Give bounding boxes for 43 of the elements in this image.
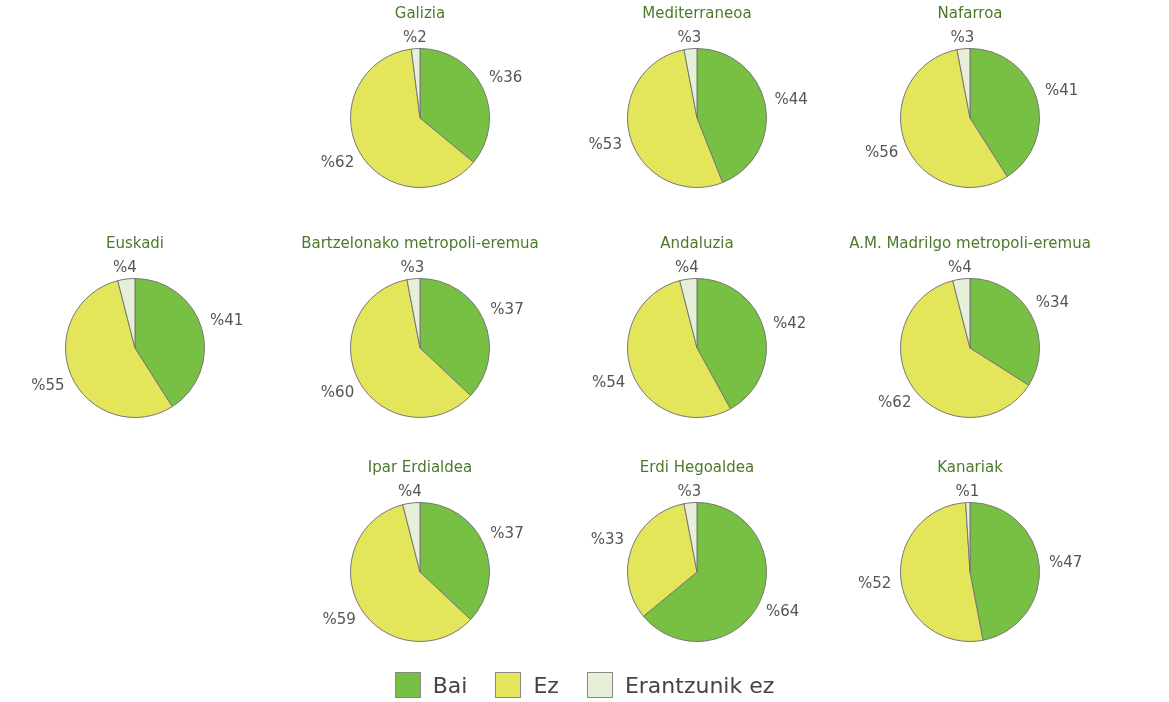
data-label: %3	[677, 27, 702, 46]
data-label: %41	[210, 311, 244, 330]
data-label: %3	[950, 27, 975, 46]
data-label: %33	[590, 529, 625, 548]
data-label: %4	[112, 257, 137, 276]
data-label: %60	[320, 383, 355, 402]
chart-title: A.M. Madrilgo metropoli-eremua	[848, 234, 1092, 254]
chart-title: Mediterraneoa	[641, 4, 753, 24]
chart-title: Andaluzia	[659, 234, 735, 254]
data-label: %42	[772, 314, 807, 333]
data-label: %2	[403, 27, 427, 46]
chart-title: Galizia	[393, 4, 447, 24]
data-label: %4	[674, 257, 699, 276]
data-label: %34	[1035, 292, 1070, 311]
data-label: %3	[400, 257, 425, 276]
data-label: %36	[488, 67, 523, 86]
chart-title: Ipar Erdialdea	[366, 458, 474, 478]
data-label: %59	[322, 609, 356, 628]
data-label: %37	[490, 524, 524, 543]
data-label: %54	[592, 372, 626, 391]
data-label: %62	[878, 392, 912, 411]
chart-title: Kanariak	[936, 458, 1004, 478]
chart-title: Bartzelonako metropoli-eremua	[300, 234, 540, 254]
data-label: %37	[490, 300, 524, 319]
data-label: %62	[320, 153, 355, 172]
data-label: %1	[955, 482, 980, 501]
data-label: %41	[1045, 81, 1079, 100]
data-label: %53	[588, 134, 622, 153]
data-label: %3	[677, 481, 702, 500]
data-label: %47	[1049, 552, 1083, 571]
data-label: %56	[865, 142, 899, 161]
legend-label: Bai	[432, 672, 468, 698]
legend-label: Ez	[533, 672, 559, 698]
data-label: %52	[858, 573, 892, 592]
data-label: %4	[397, 481, 422, 500]
data-label: %44	[774, 89, 808, 108]
data-label: %55	[31, 375, 65, 394]
legend-label: Erantzunik ez	[624, 672, 775, 698]
data-label: %4	[947, 257, 972, 276]
chart-title: Erdi Hegoaldea	[638, 458, 756, 478]
chart-title: Euskadi	[104, 234, 166, 254]
data-label: %64	[765, 602, 800, 621]
chart-title: Nafarroa	[936, 4, 1004, 24]
